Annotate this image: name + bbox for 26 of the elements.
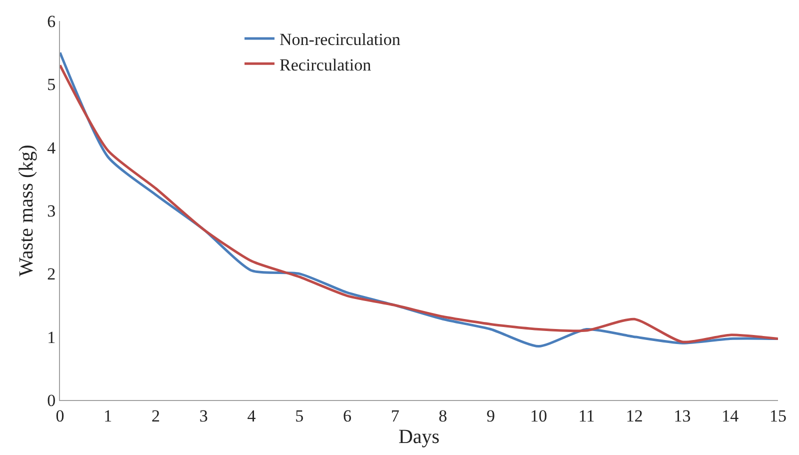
y-axis-title: Waste mass (kg) [16, 144, 38, 276]
x-tick-label: 9 [486, 406, 496, 426]
x-tick-label: 2 [151, 406, 160, 426]
y-tick-label: 6 [47, 12, 56, 31]
legend-label: Non-recirculation [280, 30, 401, 50]
x-tick-label: 4 [247, 406, 256, 426]
x-tick-label: 6 [342, 406, 352, 426]
x-tick-label: 5 [295, 406, 304, 426]
legend-label: Recirculation [280, 55, 372, 74]
x-tick-label: 11 [578, 406, 595, 426]
y-tick-label: 2 [47, 264, 56, 284]
y-tick-label: 1 [47, 328, 56, 347]
x-tick-label: 14 [722, 406, 740, 426]
x-tick-label: 8 [438, 406, 448, 426]
x-tick-label: 15 [770, 406, 786, 426]
x-tick-label: 7 [390, 406, 400, 426]
y-tick-label: 0 [47, 390, 56, 410]
x-axis-title: Days [398, 426, 440, 448]
x-tick-label: 10 [530, 406, 548, 426]
y-tick-label: 3 [47, 201, 56, 220]
x-tick-label: 1 [104, 406, 112, 426]
x-tick-label: 3 [199, 406, 208, 426]
x-tick-label: 12 [626, 406, 643, 426]
x-tick-label: 13 [674, 406, 691, 426]
y-tick-label: 5 [47, 75, 56, 94]
y-tick-label: 4 [47, 138, 56, 158]
